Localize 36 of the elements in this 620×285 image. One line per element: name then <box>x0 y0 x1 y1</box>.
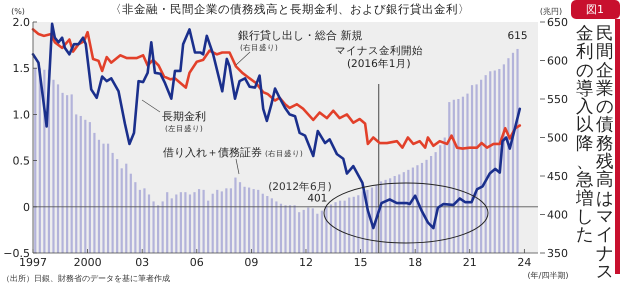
series-label: 長期金利 <box>162 110 206 123</box>
x-tick-label: 06 <box>190 256 204 269</box>
x-tick-label: 12 <box>298 256 313 269</box>
ref-line-label: マイナス金利開始 (2016年1月) <box>334 44 423 70</box>
x-tick-label: 2000 <box>74 256 102 269</box>
y2-tick-label: 500 <box>547 132 568 144</box>
y2-tick-label: 600 <box>547 54 568 68</box>
y2-tick-label: 350 <box>547 247 568 260</box>
x-tick-label: 24 <box>517 256 532 269</box>
y-tick-label: 0 <box>23 200 30 214</box>
x-tick-label: 09 <box>244 256 258 269</box>
x-tick-label: 18 <box>408 256 422 269</box>
text: 借り入れ＋債務証券 <box>163 146 262 159</box>
x-tick-label: 1997 <box>19 256 47 269</box>
text: （出所）日銀、財務省のデータを基に筆者作成 <box>2 274 170 283</box>
chart-title: 〈非金融・民間企業の債務残高と長期金利、および銀行貸出金利〉 <box>110 2 470 16</box>
data-label: 615 <box>508 30 528 42</box>
x-axis-title: (年/四半期) <box>528 271 568 280</box>
y2-tick-label: 550 <box>547 93 568 106</box>
x-tick-label: 21 <box>462 256 477 269</box>
x-tick-label: 15 <box>354 256 368 269</box>
x-tick-label: 03 <box>135 256 150 269</box>
annotation: (2012年6月) <box>268 181 332 193</box>
y-tick-label: 1.5 <box>12 62 30 76</box>
y2-tick-label: 650 <box>547 16 568 29</box>
series-label: 銀行貸し出し・総合 新規 <box>238 29 362 42</box>
text: 民間企業の債務残高はマイナス金利の導入以降、急増した <box>576 24 614 282</box>
y-tick-label: 2.0 <box>12 16 30 29</box>
y-axis-title: (%) <box>11 7 25 16</box>
y2-tick-label: 450 <box>547 170 568 183</box>
y2-axis-title: (兆円) <box>540 7 562 16</box>
y-tick-label: 1.0 <box>12 108 30 122</box>
y2-tick-label: 400 <box>547 208 568 222</box>
y-tick-label: 0.5 <box>12 154 30 168</box>
caption: 図1 <box>586 3 604 16</box>
data-label: 401 <box>307 192 328 205</box>
